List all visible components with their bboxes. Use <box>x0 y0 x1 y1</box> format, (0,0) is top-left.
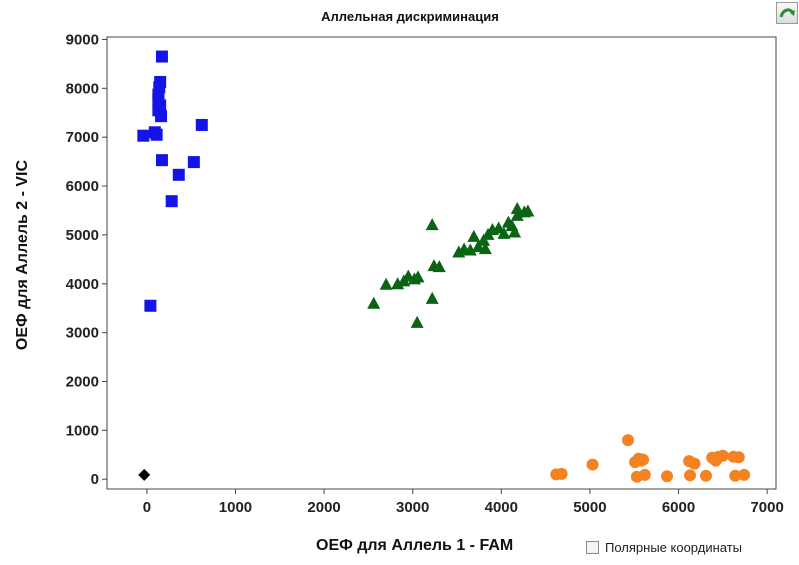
data-point-triangle <box>492 221 506 234</box>
data-point-triangle <box>425 291 439 304</box>
data-point-circle <box>637 453 650 466</box>
data-point-circle <box>638 468 651 481</box>
polar-coordinates-checkbox[interactable] <box>586 541 599 554</box>
refresh-arrow-button[interactable] <box>776 2 798 24</box>
polar-coordinates-label: Полярные координаты <box>605 540 743 555</box>
data-point-triangle <box>425 218 439 231</box>
data-point-square <box>165 195 178 208</box>
polar-coordinates-option[interactable]: Полярные координаты <box>586 540 742 555</box>
y-tick-label: 8000 <box>66 80 99 97</box>
data-point-circle <box>738 468 751 481</box>
x-tick-label: 3000 <box>396 499 429 516</box>
data-point-triangle <box>432 260 446 273</box>
data-point-circle <box>716 449 729 462</box>
data-point-circle <box>555 467 568 480</box>
y-axis-label: ОЕФ для Аллель 2 - VIC <box>14 159 31 351</box>
data-point-triangle <box>497 226 511 239</box>
data-point-square <box>150 128 163 141</box>
data-point-triangle <box>367 296 381 309</box>
data-point-circle <box>729 469 742 482</box>
y-tick-label: 4000 <box>66 276 99 293</box>
x-tick-label: 2000 <box>307 499 340 516</box>
data-point-square <box>155 154 168 167</box>
data-point-circle <box>661 470 674 483</box>
x-tick-label: 7000 <box>750 499 783 516</box>
x-axis-label: ОЕФ для Аллель 1 - FAM <box>316 537 514 554</box>
data-point-circle <box>688 457 701 470</box>
x-tick-label: 0 <box>143 499 151 516</box>
data-point-square <box>155 110 168 123</box>
x-tick-label: 6000 <box>662 499 695 516</box>
y-tick-label: 7000 <box>66 129 99 146</box>
data-point-triangle <box>521 204 535 217</box>
data-point-square <box>195 118 208 131</box>
plot-area-frame <box>106 36 777 490</box>
axis-ticks: 0 1000 2000 3000 4000 5000 6000 7000 8000 9000 0 10… <box>66 31 784 516</box>
data-point-diamond <box>138 468 151 481</box>
data-point-triangle <box>467 229 481 242</box>
data-point-triangle <box>510 202 524 215</box>
data-point-triangle <box>379 277 393 290</box>
data-point-triangle <box>478 242 492 255</box>
data-point-square <box>187 156 200 169</box>
data-point-square <box>155 50 168 63</box>
x-tick-label: 5000 <box>573 499 606 516</box>
y-tick-label: 6000 <box>66 178 99 195</box>
data-point-square <box>137 129 150 142</box>
chart-title: Аллельная дискриминация <box>321 9 499 24</box>
x-tick-label: 4000 <box>485 499 518 516</box>
y-tick-label: 0 <box>91 471 99 488</box>
data-point-triangle <box>508 225 522 238</box>
refresh-arrow-icon <box>779 8 795 18</box>
data-points <box>137 50 751 483</box>
data-point-circle <box>699 469 712 482</box>
y-tick-label: 3000 <box>66 325 99 342</box>
data-point-triangle <box>510 208 524 221</box>
data-point-circle <box>684 469 697 482</box>
y-tick-label: 9000 <box>66 31 99 48</box>
x-tick-label: 1000 <box>219 499 252 516</box>
data-point-triangle <box>463 243 477 256</box>
data-point-triangle <box>411 270 425 283</box>
y-tick-label: 1000 <box>66 422 99 439</box>
data-point-triangle <box>410 315 424 328</box>
data-point-square <box>144 299 157 312</box>
data-point-triangle <box>471 240 485 253</box>
data-point-square <box>172 168 185 181</box>
y-tick-label: 5000 <box>66 227 99 244</box>
data-point-circle <box>622 434 635 447</box>
data-point-circle <box>732 451 745 464</box>
y-tick-label: 2000 <box>66 373 99 390</box>
data-point-circle <box>586 458 599 471</box>
